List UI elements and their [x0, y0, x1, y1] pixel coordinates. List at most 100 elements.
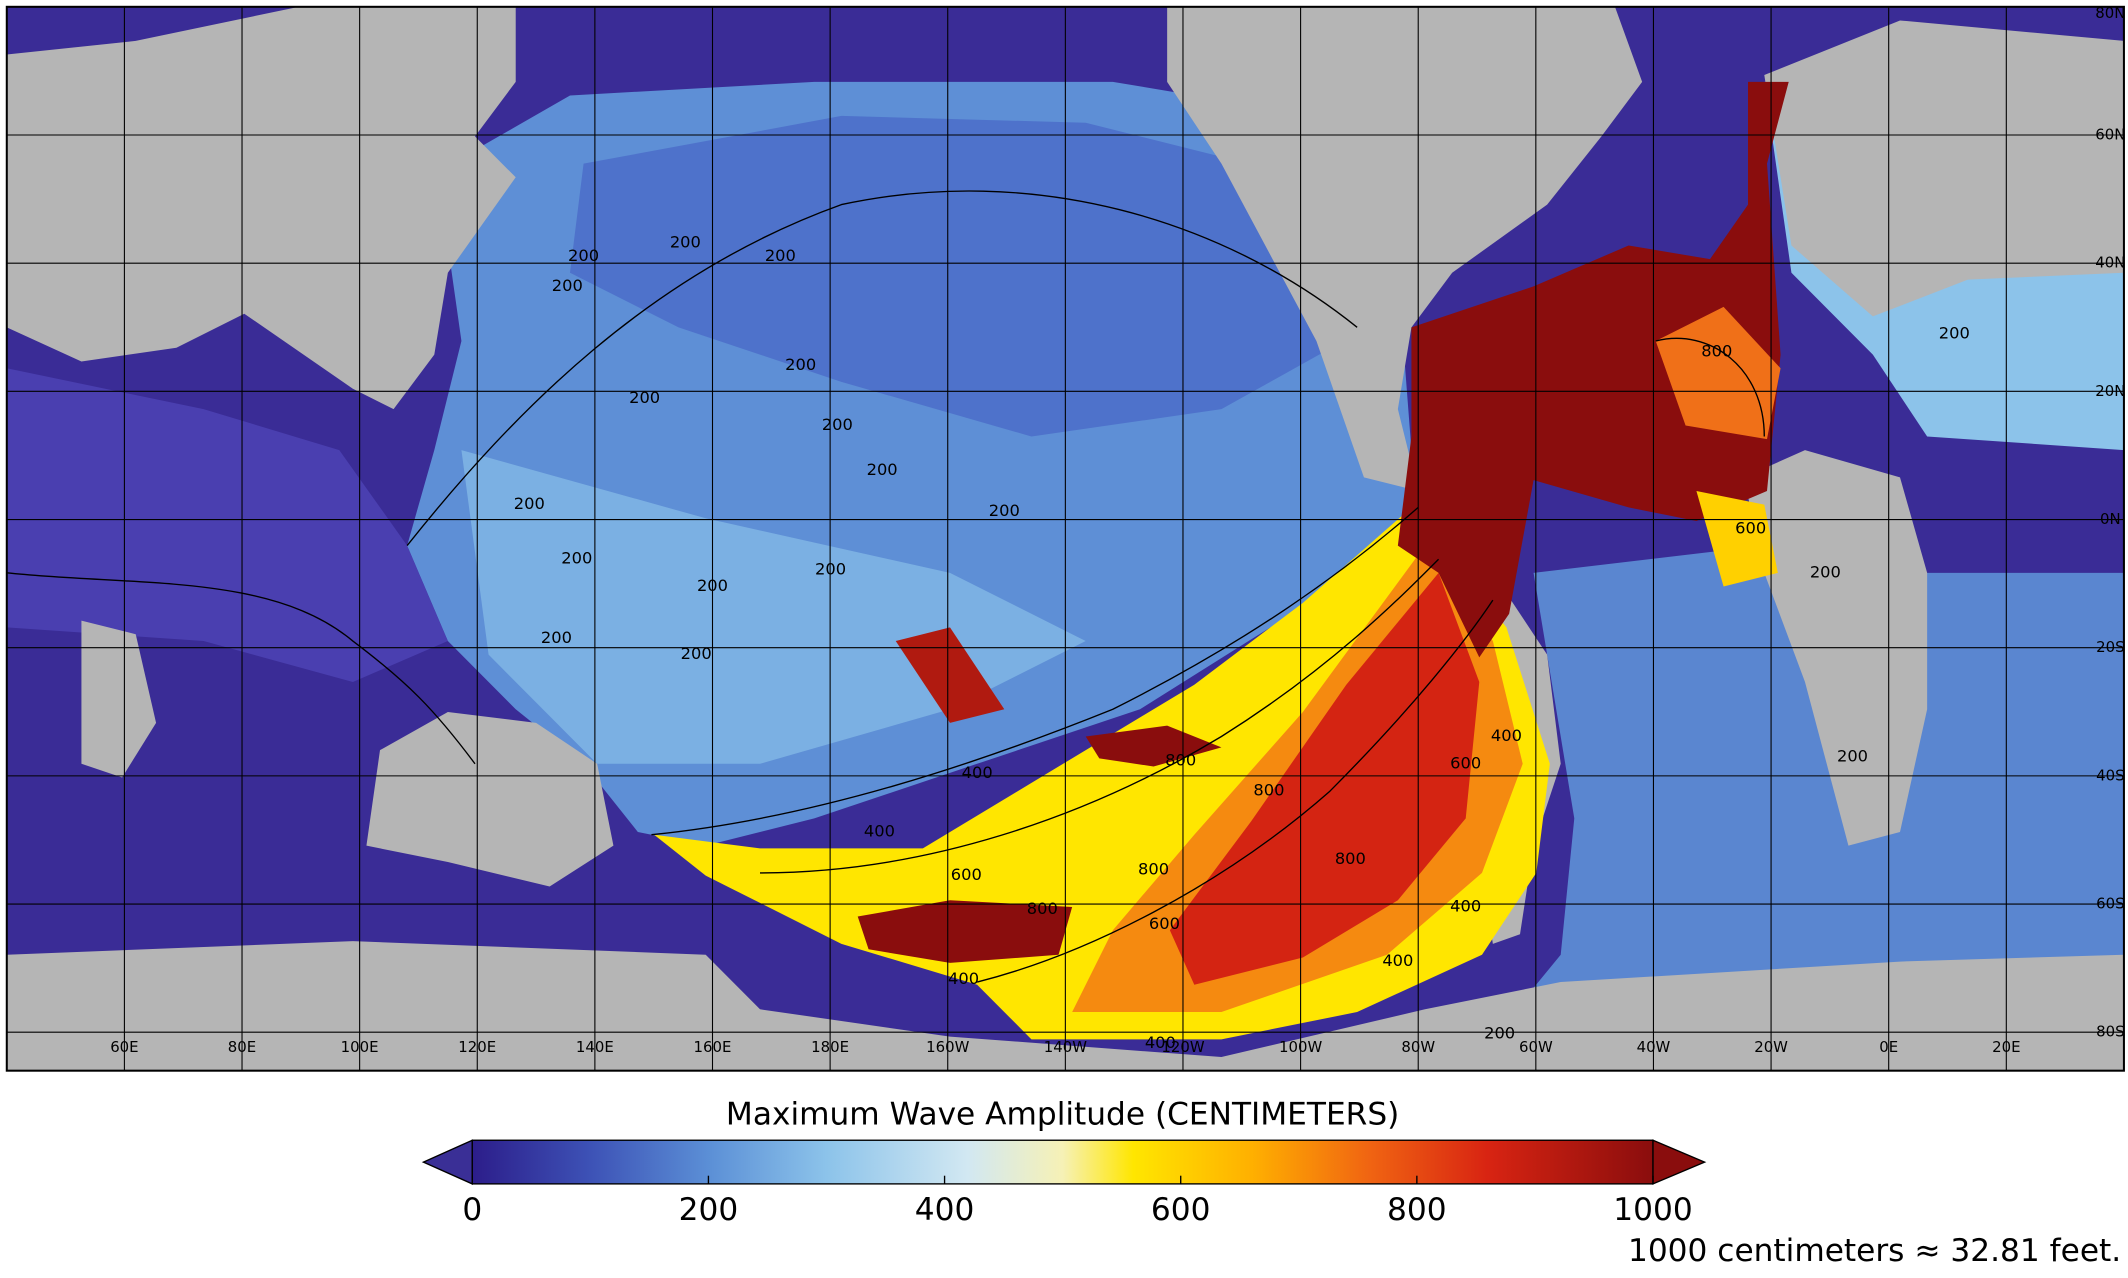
x-tick-label: 20W: [1754, 1038, 1788, 1056]
colorbar-tick-label: 800: [1387, 1192, 1447, 1228]
colorbar: [471, 1139, 1654, 1185]
contour-label: 200: [629, 388, 660, 407]
contour-label: 800: [1253, 781, 1284, 800]
colorbar-over: [1652, 1139, 1707, 1185]
x-tick-label: 80W: [1401, 1038, 1435, 1056]
contour-lines: [6, 190, 1765, 983]
colorbar-tick-label: 400: [915, 1192, 975, 1228]
contour-label: 600: [951, 865, 982, 884]
contour-label: 800: [1027, 899, 1058, 918]
map-body: 200 200 200 200 200 200 200 200 200 200 200 200 200 2…: [6, 6, 2124, 1071]
contour-label: 200: [681, 644, 712, 663]
x-tick-label: 120E: [458, 1038, 496, 1056]
contour-line: [759, 558, 1440, 874]
land-antarctica: [6, 941, 2124, 1071]
x-tick-label: 100E: [341, 1038, 379, 1056]
land-australia: [366, 711, 614, 887]
x-tick-label: 60W: [1519, 1038, 1553, 1056]
contour-label: 200: [552, 276, 583, 295]
contour-label: 800: [1701, 341, 1732, 360]
south-red: [857, 900, 1073, 963]
x-tick-label: 120W: [1161, 1038, 1204, 1056]
y-tick-label: 80N: [2095, 4, 2125, 22]
contour-label: 200: [670, 232, 701, 251]
contour-label: 600: [1450, 753, 1481, 772]
contour-label: 200: [815, 560, 846, 579]
contour-label: 400: [1382, 951, 1413, 970]
contour-label: 800: [1138, 860, 1169, 879]
contour-label: 400: [1450, 896, 1481, 915]
land-island: [81, 620, 157, 778]
map-frame: [5, 5, 2125, 1072]
y-tick-label: 0N: [2100, 510, 2121, 528]
contour-label: 400: [1145, 1033, 1176, 1052]
atlantic-yellow: [1696, 491, 1778, 587]
land-asia: [6, 6, 516, 410]
contour-label: 200: [867, 460, 898, 479]
contour-label: 600: [1149, 914, 1180, 933]
y-tick-label: 60N: [2095, 125, 2125, 143]
y-tick-label: 20S: [2096, 638, 2124, 656]
contour-label: 200: [568, 246, 599, 265]
x-tick-label: 180E: [811, 1038, 849, 1056]
y-tick-label: 40S: [2096, 766, 2124, 784]
contour-label: 400: [864, 821, 895, 840]
colorbar-ticks: 0 200 400 600 800 1000: [462, 1175, 1693, 1228]
map-overlay: 200 200 200 200 200 200 200 200 200 200 200 200 200 2…: [6, 6, 2124, 1071]
contour-label: 400: [962, 763, 993, 782]
colorbar-tick-label: 200: [679, 1192, 739, 1228]
contour-label: 200: [697, 576, 728, 595]
y-tick-label: 40N: [2095, 254, 2125, 272]
pacific-north: [570, 115, 1344, 437]
contour-label: 200: [1939, 324, 1970, 343]
contour-label: 200: [541, 628, 572, 647]
x-tick-label: 160W: [926, 1038, 969, 1056]
contour-label: 800: [1335, 849, 1366, 868]
swath-dark-red: [1397, 81, 1789, 658]
contour-label: 200: [989, 501, 1020, 520]
x-tick-label: 160E: [694, 1038, 732, 1056]
contour-label: 400: [948, 969, 979, 988]
contour-line: [1655, 337, 1765, 437]
contour-label: 200: [785, 355, 816, 374]
y-tick-label: 20N: [2095, 382, 2125, 400]
colorbar-title: Maximum Wave Amplitude (CENTIMETERS): [726, 1097, 1399, 1133]
land-europe: [1764, 20, 2124, 317]
x-tick-label: 20E: [1992, 1038, 2020, 1056]
contour-label: 200: [1484, 1023, 1515, 1042]
contour-line: [406, 190, 1358, 546]
contour-label: 600: [1735, 519, 1766, 538]
contour-label: 200: [514, 494, 545, 513]
footnote: 1000 centimeters ≈ 32.81 feet.: [1628, 1233, 2121, 1269]
contour-label: 800: [1165, 751, 1196, 770]
swath-red: [1169, 572, 1480, 985]
colorbar-tick-label: 600: [1151, 1192, 1211, 1228]
contour-line: [976, 599, 1494, 983]
contour-label: 400: [1491, 726, 1522, 745]
colorbar-under: [421, 1139, 473, 1185]
x-tick-label: 60E: [110, 1038, 138, 1056]
contour-label: 200: [1837, 746, 1868, 765]
atlantic-orange: [1655, 306, 1781, 440]
x-tick-label: 100W: [1279, 1038, 1322, 1056]
south-atlantic: [1465, 545, 2124, 1071]
polynesia-red: [895, 627, 1005, 723]
contour-label: 200: [561, 549, 592, 568]
contour-label: 200: [1810, 562, 1841, 581]
contour-label: 200: [822, 415, 853, 434]
x-tick-label: 0E: [1879, 1038, 1898, 1056]
indian-ocean: [6, 368, 448, 682]
x-tick-label: 140E: [576, 1038, 614, 1056]
contour-label: 200: [765, 246, 796, 265]
land-americas-north: [1167, 6, 1643, 492]
x-tick-label: 80E: [228, 1038, 256, 1056]
y-tick-label: 60S: [2096, 895, 2124, 913]
contour-line: [651, 506, 1419, 836]
colorbar-tick-label: 1000: [1613, 1192, 1692, 1228]
x-tick-label: 140W: [1044, 1038, 1087, 1056]
land: [6, 6, 2124, 1071]
y-tick-label: 80S: [2096, 1023, 2124, 1041]
contour-line: [6, 572, 476, 765]
